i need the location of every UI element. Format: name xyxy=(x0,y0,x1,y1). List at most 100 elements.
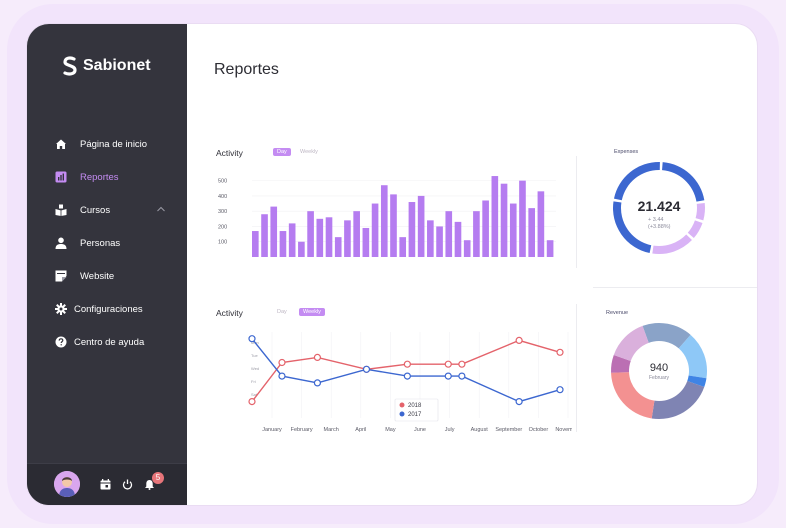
logo-icon xyxy=(63,56,77,76)
x-tick-label: November xyxy=(555,427,572,432)
revenue-title: Revenue xyxy=(606,310,629,316)
sidebar-item-label: Website xyxy=(80,271,115,282)
legend-label: 2018 xyxy=(408,403,422,409)
ring-segment xyxy=(613,325,649,361)
y-tick-label: 300 xyxy=(218,209,227,215)
y-tick-label: Sat xyxy=(251,392,258,397)
app-name: Sabionet xyxy=(83,57,151,74)
sidebar-item-website[interactable]: Website xyxy=(27,260,187,293)
sidebar-item-help[interactable]: Centro de ayuda xyxy=(27,326,187,359)
expenses-delta-pct: (+3.88%) xyxy=(648,224,671,230)
ring-segment xyxy=(695,203,705,221)
data-point xyxy=(313,353,322,362)
sidebar-item-configuraciones[interactable]: Configuraciones xyxy=(27,293,187,326)
x-tick-label: May xyxy=(385,427,396,432)
notification-badge: 5 xyxy=(152,472,164,484)
avatar[interactable] xyxy=(54,471,80,497)
y-tick-label: Wed xyxy=(251,366,259,371)
expenses-value: 21.424 xyxy=(637,198,681,214)
tab-weekly[interactable]: Weekly xyxy=(299,308,325,316)
bar xyxy=(537,191,545,257)
sidebar-item-personas[interactable]: Personas xyxy=(27,227,187,260)
bar xyxy=(463,240,471,257)
home-icon xyxy=(56,139,66,149)
bar xyxy=(270,206,278,257)
activity-line-title: Activity xyxy=(216,308,243,318)
ring-segment xyxy=(613,162,660,201)
tab-weekly[interactable]: Weekly xyxy=(300,149,318,155)
data-point xyxy=(515,336,523,344)
tab-day[interactable]: Day xyxy=(277,309,287,315)
ring-segment xyxy=(613,201,652,254)
data-point xyxy=(556,386,564,394)
legend-box xyxy=(394,398,439,422)
data-point xyxy=(362,365,371,373)
bar xyxy=(454,221,462,257)
x-tick-label: September xyxy=(495,427,522,432)
bar xyxy=(445,211,453,257)
bar xyxy=(380,185,388,257)
sidebar-item-cursos[interactable]: Cursos xyxy=(27,194,187,227)
data-point xyxy=(278,358,286,367)
sidebar-nav: Página de inicio Reportes Cursos xyxy=(27,128,187,359)
sidebar-item-label: Personas xyxy=(80,238,121,249)
sidebar-item-label: Centro de ayuda xyxy=(74,337,145,348)
bar xyxy=(298,241,305,257)
activity-bar-chart: 500 400 300 200 100 xyxy=(218,176,556,257)
bar xyxy=(371,203,379,257)
bar xyxy=(344,220,351,257)
bar xyxy=(491,176,499,257)
book-icon xyxy=(55,204,67,216)
bar xyxy=(427,220,434,257)
chevron-up-icon[interactable] xyxy=(157,206,165,212)
expenses-title: Expenses xyxy=(614,149,639,155)
legend-swatch xyxy=(399,402,405,408)
page-title: Reportes xyxy=(214,61,279,78)
y-tick-label: Tue xyxy=(251,353,259,358)
sidebar-item-home[interactable]: Página de inicio xyxy=(27,128,187,161)
help-icon xyxy=(55,336,67,348)
revenue-sub: February xyxy=(648,375,669,381)
x-tick-label: January xyxy=(262,427,282,432)
bar xyxy=(334,237,342,257)
bar xyxy=(473,211,480,257)
data-point xyxy=(403,372,411,380)
power-icon[interactable] xyxy=(122,479,133,490)
legend-swatch xyxy=(399,411,405,417)
bar xyxy=(353,211,360,257)
sidebar: Sabionet Página de inicio Reportes xyxy=(27,24,187,505)
y-tick-label: 500 xyxy=(218,179,227,185)
ring-segment xyxy=(611,354,631,373)
bar xyxy=(509,203,517,257)
ring-segment xyxy=(687,220,703,239)
revenue-value: 940 xyxy=(649,362,669,374)
bar xyxy=(436,226,443,257)
y-tick-label: Fri xyxy=(251,379,256,384)
sidebar-item-reportes[interactable]: Reportes xyxy=(27,161,187,194)
tab-day[interactable]: Day xyxy=(273,148,291,156)
data-point xyxy=(313,379,322,387)
x-tick-label: February xyxy=(291,427,313,432)
expenses-ring-chart xyxy=(613,162,705,254)
x-tick-label: June xyxy=(414,427,426,432)
x-tick-label: October xyxy=(529,427,549,432)
calendar-icon[interactable] xyxy=(100,479,111,490)
data-point xyxy=(248,335,256,343)
x-tick-label: April xyxy=(355,427,366,432)
gear-icon xyxy=(55,303,67,315)
activity-bar-title: Activity xyxy=(216,148,243,158)
bell-icon[interactable] xyxy=(144,479,155,490)
y-tick-label: 200 xyxy=(218,224,227,230)
divider xyxy=(576,156,577,268)
bar xyxy=(519,180,526,257)
person-icon xyxy=(55,237,67,249)
ring-segment xyxy=(651,381,705,419)
legend-label: 2017 xyxy=(408,412,422,418)
data-point xyxy=(248,397,256,406)
user-avatar-icon xyxy=(54,471,80,497)
series-line xyxy=(251,338,561,403)
ring-segment xyxy=(611,372,655,419)
app-logo[interactable]: Sabionet xyxy=(63,56,151,76)
bar xyxy=(261,214,268,257)
